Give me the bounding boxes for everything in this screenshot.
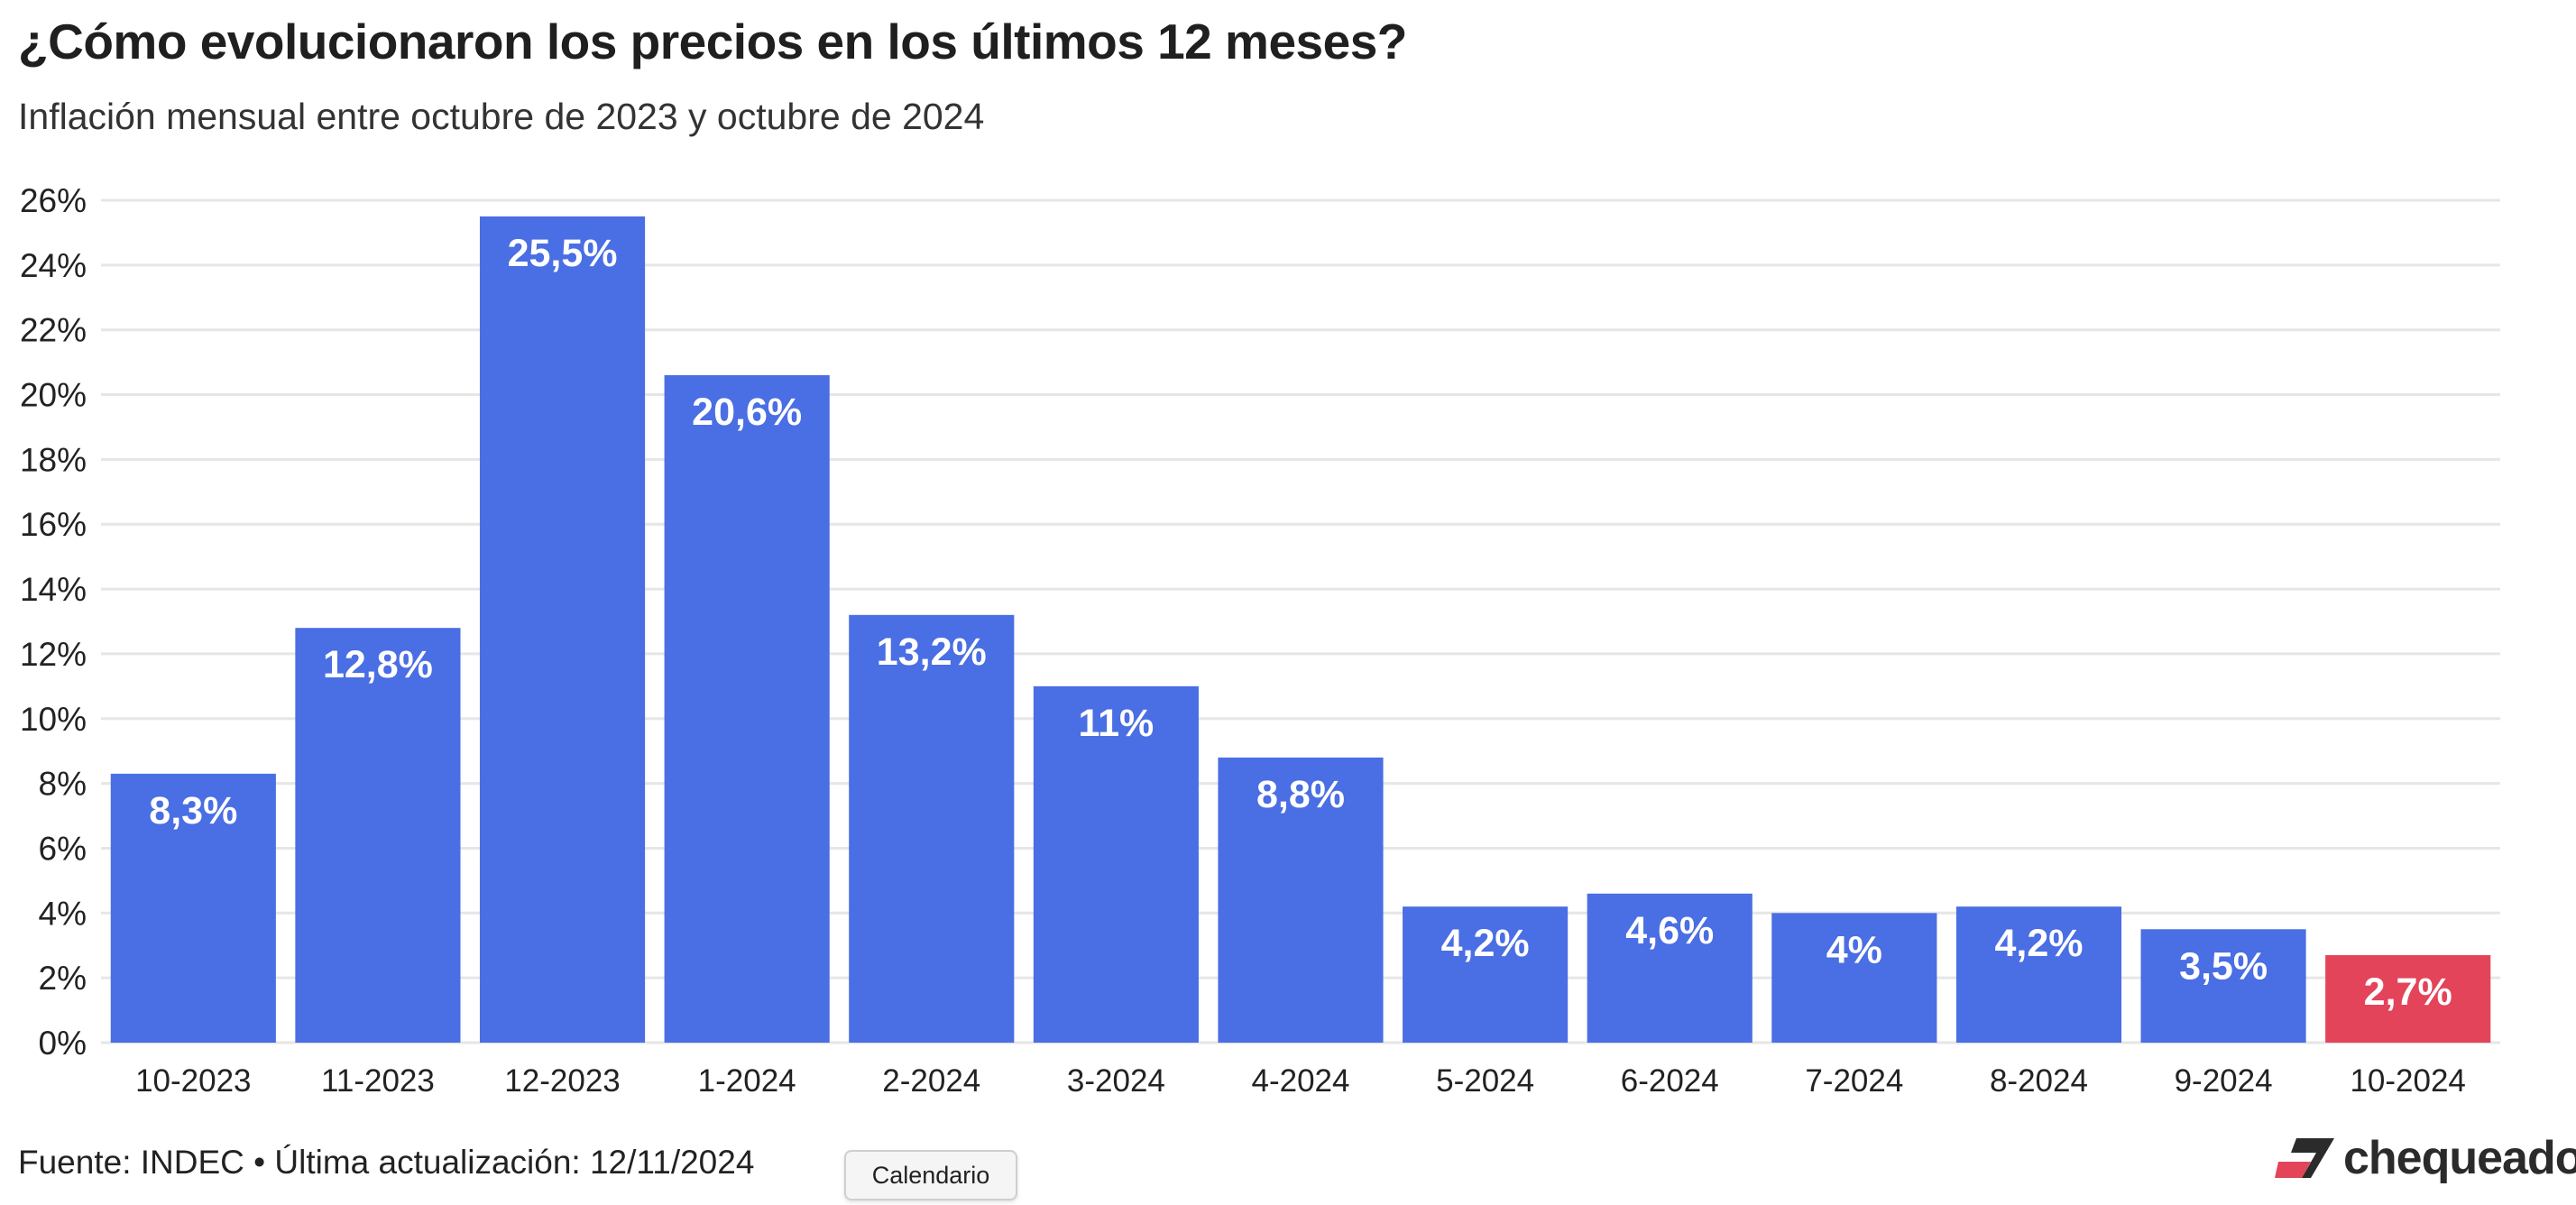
y-tick-label: 20% bbox=[20, 377, 87, 414]
y-tick-label: 24% bbox=[20, 247, 87, 284]
x-tick-label: 3-2024 bbox=[1067, 1063, 1165, 1099]
bars bbox=[110, 216, 2491, 1043]
y-tick-label: 4% bbox=[39, 895, 87, 932]
x-tick-label: 4-2024 bbox=[1252, 1063, 1350, 1099]
x-tick-label: 7-2024 bbox=[1805, 1063, 1903, 1099]
x-tick-label: 10-2024 bbox=[2350, 1063, 2465, 1099]
x-axis-ticks: 10-2023 11-2023 12-2023 1-2024 2-2024 3-2024 4… bbox=[135, 1063, 2466, 1099]
y-tick-label: 18% bbox=[20, 441, 87, 478]
data-label: 4,6% bbox=[1625, 909, 1714, 952]
y-axis-ticks: 0% 2% 4% 6% 8% 10% 12% 14% 16% 18% 20% 22% 24% 26% bbox=[20, 182, 87, 1062]
chequeado-logo-icon bbox=[2275, 1138, 2334, 1178]
bar-10-2024[interactable] bbox=[2325, 955, 2491, 1043]
bar-10-2023[interactable] bbox=[110, 773, 276, 1043]
y-tick-label: 14% bbox=[20, 571, 87, 608]
x-tick-label: 6-2024 bbox=[1621, 1063, 1719, 1099]
data-label: 4,2% bbox=[1441, 922, 1530, 965]
data-label: 4,2% bbox=[1994, 922, 2083, 965]
data-label: 13,2% bbox=[877, 630, 987, 674]
y-tick-label: 22% bbox=[20, 312, 87, 349]
bar-5-2024[interactable] bbox=[1403, 906, 1569, 1043]
bar-3-2024[interactable] bbox=[1033, 685, 1199, 1043]
y-tick-label: 16% bbox=[20, 506, 87, 543]
data-label: 2,7% bbox=[2364, 970, 2452, 1014]
x-tick-label: 10-2023 bbox=[135, 1063, 251, 1099]
bar-2-2024[interactable] bbox=[849, 614, 1015, 1043]
x-tick-label: 9-2024 bbox=[2175, 1063, 2273, 1099]
data-label: 20,6% bbox=[692, 391, 802, 434]
y-tick-label: 6% bbox=[39, 830, 87, 867]
data-labels: 8,3% 12,8% 25,5% 20,6% 13,2% 11% 8,8% 4,2% 4,6% 4… bbox=[149, 232, 2452, 1014]
x-tick-label: 2-2024 bbox=[882, 1063, 980, 1099]
chequeado-logo-wordmark: chequeado bbox=[2343, 1132, 2576, 1184]
x-tick-label: 12-2023 bbox=[504, 1063, 620, 1099]
data-label: 11% bbox=[1079, 702, 1155, 745]
y-tick-label: 0% bbox=[39, 1025, 87, 1062]
chart-title: ¿Cómo evolucionaron los precios en los ú… bbox=[18, 14, 1407, 69]
source-note: Fuente: INDEC • Última actualización: 12… bbox=[18, 1144, 755, 1181]
bar-8-2024[interactable] bbox=[1955, 906, 2122, 1043]
chart-subtitle: Inflación mensual entre octubre de 2023 … bbox=[18, 96, 985, 137]
data-label: 12,8% bbox=[323, 643, 433, 686]
x-tick-label: 11-2023 bbox=[321, 1063, 435, 1099]
y-tick-label: 2% bbox=[39, 960, 87, 997]
data-label: 8,3% bbox=[149, 789, 237, 832]
data-label: 25,5% bbox=[508, 232, 618, 275]
y-tick-label: 12% bbox=[20, 636, 87, 673]
bar-11-2023[interactable] bbox=[295, 628, 461, 1043]
x-tick-label: 5-2024 bbox=[1436, 1063, 1534, 1099]
x-tick-label: 8-2024 bbox=[1990, 1063, 2088, 1099]
data-label: 3,5% bbox=[2179, 944, 2268, 988]
bar-12-2023[interactable] bbox=[479, 216, 646, 1043]
bar-4-2024[interactable] bbox=[1218, 757, 1384, 1043]
bar-9-2024[interactable] bbox=[2140, 929, 2306, 1043]
y-tick-label: 26% bbox=[20, 182, 87, 219]
y-tick-label: 10% bbox=[20, 701, 87, 738]
bar-7-2024[interactable] bbox=[1771, 913, 1937, 1043]
y-tick-label: 8% bbox=[39, 766, 87, 803]
chequeado-logo[interactable]: chequeado bbox=[2275, 1131, 2576, 1185]
data-label: 4% bbox=[1826, 928, 1882, 971]
x-tick-label: 1-2024 bbox=[698, 1063, 796, 1099]
bar-6-2024[interactable] bbox=[1587, 893, 1753, 1043]
data-label: 8,8% bbox=[1256, 773, 1345, 816]
bar-1-2024[interactable] bbox=[664, 374, 830, 1043]
bar-chart: 0% 2% 4% 6% 8% 10% 12% 14% 16% 18% 20% 22% 24% 26% 8,… bbox=[20, 182, 2500, 1099]
calendar-button[interactable]: Calendario bbox=[844, 1150, 1017, 1200]
